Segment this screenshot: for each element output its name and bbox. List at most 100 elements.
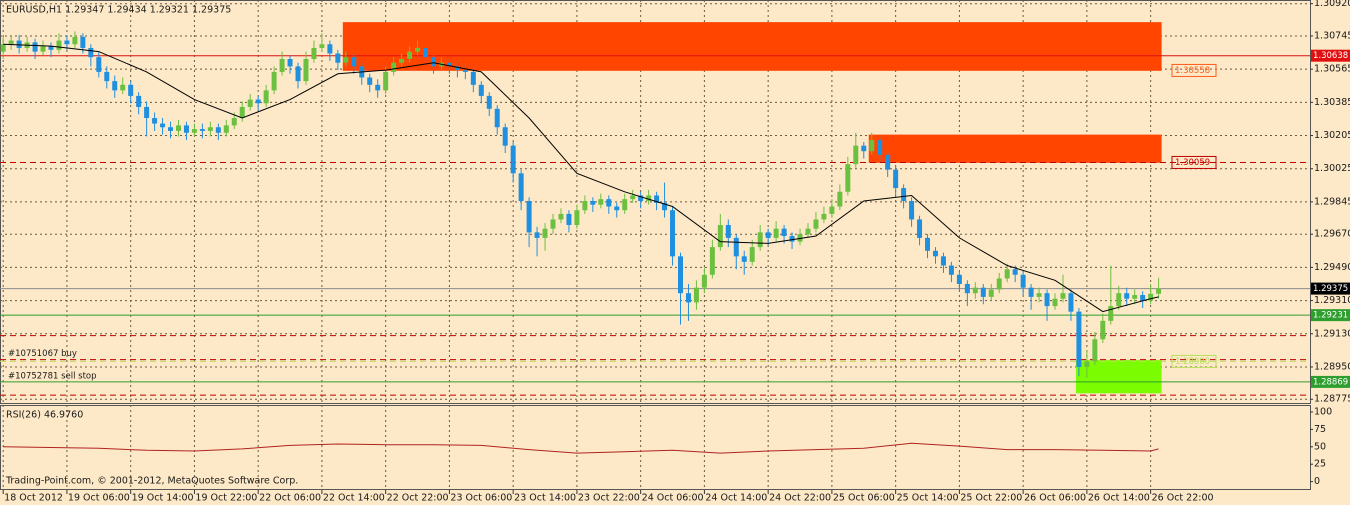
candle-body [104,71,110,82]
price-tag-label: 1.30059 [1175,158,1210,168]
x-tick-label: 19 Oct 22:00 [195,493,257,504]
candle-body [542,228,548,238]
candle-body [1132,295,1138,299]
x-tick-label: 26 Oct 22:00 [1152,493,1214,504]
price-box-label: 1.28869 [1313,377,1348,387]
candle-body [335,53,341,63]
candle-body [630,195,636,200]
zone [868,134,1162,163]
candle-body [128,84,134,96]
candle-body [1148,293,1154,301]
price-tag [1171,354,1217,368]
candle-body [287,59,293,67]
candle-body [40,46,46,52]
candle-body [1044,293,1050,307]
price-box [1311,49,1350,62]
x-tick-label: 19 Oct 06:00 [68,493,130,504]
candle-body [168,127,174,131]
y-tick-label: 1.30205 [1314,130,1350,141]
candle-body [837,191,843,207]
x-tick-label: 23 Oct 22:00 [578,493,640,504]
candle-body [80,36,86,48]
candle-body [1004,269,1010,279]
price-box-label: 1.29375 [1313,284,1348,294]
candle-body [88,47,94,58]
candle-body [303,59,309,82]
candle-body [662,202,668,211]
candle-body [677,256,683,294]
y-tick-label: 1.28950 [1314,361,1350,372]
y-tick-label: 1.29670 [1314,229,1350,240]
candle-body [733,237,739,257]
candle-body [853,145,859,165]
candle-body [319,44,325,48]
candle-body [996,278,1002,290]
candle-body [717,224,723,248]
x-tick-label: 25 Oct 14:00 [897,493,959,504]
candle-body [980,287,986,297]
candle-body [1156,288,1162,294]
x-tick-label: 23 Oct 06:00 [450,493,512,504]
candle-body [375,84,381,91]
candle-body [144,106,150,119]
candle-body [191,129,197,133]
candle-body [478,84,484,96]
candle-body [1052,298,1058,307]
price-box-label: 1.30638 [1313,51,1348,61]
candle-body [1060,293,1066,299]
candle-body [1100,320,1106,340]
candle-body [223,125,229,133]
candle-body [56,40,62,50]
candle-body [654,195,660,203]
candle-body [526,201,532,233]
chart-header: EURUSD,H1 1.29347 1.29434 1.29321 1.2937… [6,5,231,16]
x-tick-label: 19 Oct 14:00 [132,493,194,504]
x-tick-label: 24 Oct 06:00 [642,493,704,504]
candle-body [295,66,301,82]
candle-body [909,201,915,220]
candle-body [399,59,405,63]
candle-body [1116,293,1122,307]
x-tick-label: 26 Oct 14:00 [1088,493,1150,504]
x-tick-label: 24 Oct 22:00 [769,493,831,504]
candle-body [1124,293,1130,299]
candle-body [48,46,54,50]
candle-body [725,224,731,238]
candle-body [550,219,556,229]
candle-body [964,283,970,294]
candle-body [582,201,588,211]
candle-body [367,77,373,85]
candle-body [972,287,978,294]
candle-body [797,234,803,242]
candle-body [423,47,429,58]
candle-body [741,256,747,262]
candle-body [327,44,333,54]
candle-body [638,195,644,201]
moving-average [3,43,1159,313]
candle-body [948,265,954,275]
level-text: #10752781 sell stop [8,371,97,381]
y-tick-label: 1.28775 [1314,394,1350,405]
candle-body [558,213,564,220]
candle-body [901,188,907,201]
candle-body [16,40,22,48]
candle-body [606,199,612,207]
candle-body [614,206,620,211]
candle-body [64,40,70,45]
candle-body [813,219,819,229]
candle-body [709,247,715,275]
candle-body [869,140,875,152]
candle-body [574,210,580,225]
candle-body [765,232,771,238]
x-tick-label: 25 Oct 22:00 [960,493,1022,504]
x-tick-label: 25 Oct 06:00 [833,493,895,504]
candle-body [120,84,126,91]
candle-body [1092,339,1098,362]
price-tag-label: 1.30558 [1175,66,1210,76]
price-box-label: 1.29231 [1313,311,1348,321]
candle-body [1140,295,1146,301]
candle-body [199,129,205,131]
x-tick-label: 22 Oct 06:00 [259,493,321,504]
candle-body [215,127,221,133]
